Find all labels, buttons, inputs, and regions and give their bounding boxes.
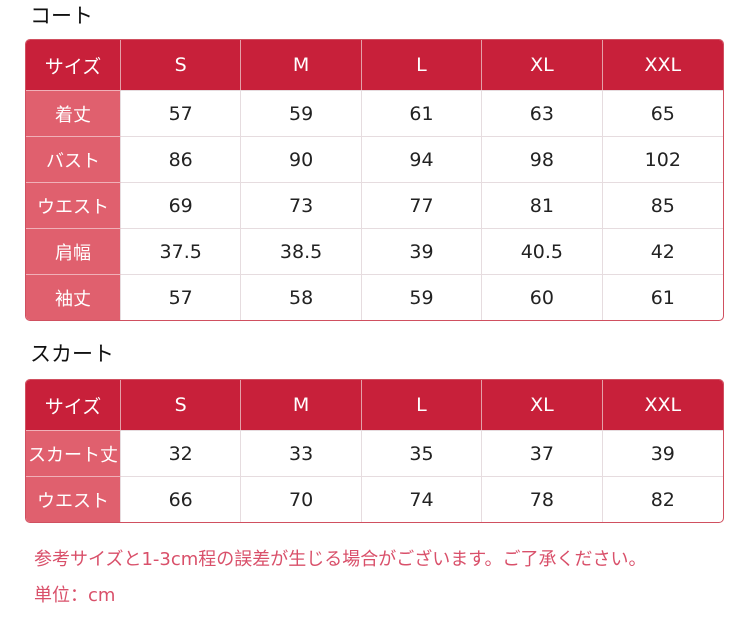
header-row: サイズ S M L XL XXL [26, 380, 723, 430]
skirt-title: スカート [30, 342, 114, 366]
skirt-size-table: サイズ S M L XL XXL スカート丈 32 33 35 37 39 ウエスト 66 70 74 78 8… [25, 379, 724, 523]
measurement-cell: 57 [121, 274, 242, 320]
unit-note: 単位：cm [34, 585, 116, 606]
size-header: XXL [602, 380, 723, 430]
coat-size-table: サイズ S M L XL XXL 着丈 57 59 61 63 65 バスト 86 90 94 98 102 ウエ… [25, 39, 724, 321]
table-row: ウエスト 69 73 77 81 85 [26, 182, 723, 228]
measurement-cell: 69 [121, 182, 242, 228]
coat-title: コート [30, 4, 93, 28]
table-row: 着丈 57 59 61 63 65 [26, 90, 723, 136]
measurement-cell: 57 [121, 90, 242, 136]
size-header: M [241, 40, 362, 90]
row-label: ウエスト [26, 182, 121, 228]
disclaimer-note: 参考サイズと1-3cm程の誤差が生じる場合がございます。ご了承ください。 [34, 549, 647, 570]
measurement-cell: 65 [602, 90, 723, 136]
size-header: XL [482, 380, 603, 430]
measurement-cell: 102 [602, 136, 723, 182]
measurement-cell: 73 [241, 182, 362, 228]
measurement-cell: 39 [602, 430, 723, 476]
row-label: ウエスト [26, 476, 121, 522]
measurement-cell: 37 [482, 430, 603, 476]
size-header: XL [482, 40, 603, 90]
table-row: ウエスト 66 70 74 78 82 [26, 476, 723, 522]
size-header: M [241, 380, 362, 430]
row-label: 着丈 [26, 90, 121, 136]
measurement-cell: 63 [482, 90, 603, 136]
measurement-cell: 94 [361, 136, 483, 182]
row-label: 袖丈 [26, 274, 121, 320]
measurement-cell: 70 [241, 476, 362, 522]
table-row: 袖丈 57 58 59 60 61 [26, 274, 723, 320]
size-label-header: サイズ [26, 40, 121, 90]
measurement-cell: 59 [241, 90, 362, 136]
measurement-cell: 39 [361, 228, 483, 274]
measurement-cell: 38.5 [241, 228, 362, 274]
measurement-cell: 40.5 [482, 228, 603, 274]
measurement-cell: 42 [602, 228, 723, 274]
header-row: サイズ S M L XL XXL [26, 40, 723, 90]
measurement-cell: 74 [361, 476, 483, 522]
measurement-cell: 66 [121, 476, 242, 522]
table-row: 肩幅 37.5 38.5 39 40.5 42 [26, 228, 723, 274]
measurement-cell: 60 [482, 274, 603, 320]
size-label-header: サイズ [26, 380, 121, 430]
measurement-cell: 58 [241, 274, 362, 320]
size-header: S [121, 40, 242, 90]
measurement-cell: 78 [482, 476, 603, 522]
measurement-cell: 61 [602, 274, 723, 320]
measurement-cell: 86 [121, 136, 242, 182]
measurement-cell: 61 [361, 90, 483, 136]
measurement-cell: 33 [241, 430, 362, 476]
measurement-cell: 90 [241, 136, 362, 182]
measurement-cell: 98 [482, 136, 603, 182]
table-row: バスト 86 90 94 98 102 [26, 136, 723, 182]
row-label: バスト [26, 136, 121, 182]
row-label: スカート丈 [26, 430, 121, 476]
size-header: S [121, 380, 242, 430]
measurement-cell: 37.5 [121, 228, 242, 274]
measurement-cell: 35 [361, 430, 483, 476]
measurement-cell: 81 [482, 182, 603, 228]
row-label: 肩幅 [26, 228, 121, 274]
table-row: スカート丈 32 33 35 37 39 [26, 430, 723, 476]
size-header: L [361, 380, 483, 430]
measurement-cell: 85 [602, 182, 723, 228]
measurement-cell: 77 [361, 182, 483, 228]
size-header: XXL [602, 40, 723, 90]
size-header: L [361, 40, 483, 90]
measurement-cell: 32 [121, 430, 242, 476]
measurement-cell: 82 [602, 476, 723, 522]
measurement-cell: 59 [361, 274, 483, 320]
